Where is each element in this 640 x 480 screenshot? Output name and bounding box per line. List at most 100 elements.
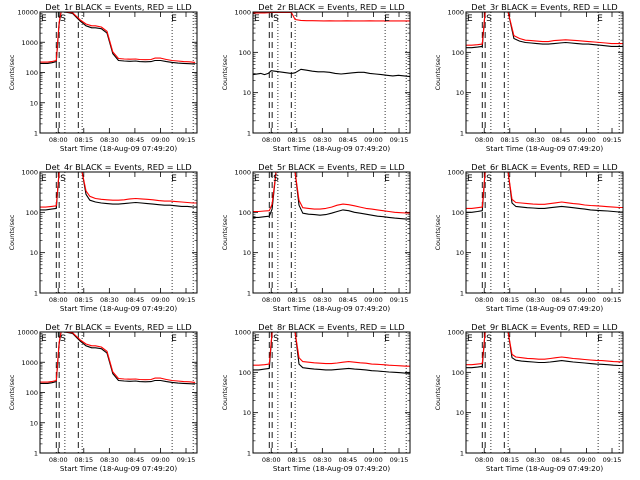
- plot-frame: [39, 331, 198, 454]
- chart-title: Det_4r BLACK = Events, RED = LLD: [45, 162, 191, 172]
- x-tick-label: 08:30: [100, 136, 119, 144]
- y-tick-label: 1: [34, 290, 38, 298]
- marker-s: S: [486, 334, 492, 344]
- x-tick-label: 08:15: [500, 296, 519, 304]
- x-tick-label: 08:00: [49, 296, 68, 304]
- x-tick-label: 09:15: [390, 136, 409, 144]
- y-tick-label: 100: [26, 209, 38, 217]
- marker-e: E: [254, 14, 260, 24]
- panel-8: Det_8r BLACK = Events, RED = LLD Counts/s…: [221, 322, 411, 473]
- x-axis-label: Start Time (18-Aug-09 07:49:20): [486, 144, 603, 153]
- x-tick-label: 08:00: [262, 456, 281, 464]
- x-tick-label: 08:45: [126, 136, 145, 144]
- x-tick-label: 09:00: [577, 136, 596, 144]
- chart-title: Det_2r BLACK = Events, RED = LLD: [258, 2, 404, 12]
- y-axis-label: Counts/sec: [8, 54, 16, 90]
- y-tick-label: 1: [247, 130, 251, 138]
- series-events-line: [252, 68, 411, 78]
- y-axis-label: Counts/sec: [8, 214, 16, 250]
- panel-2: Det_2r BLACK = Events, RED = LLD Counts/s…: [221, 2, 411, 153]
- plot-frame: [465, 171, 624, 294]
- marker-e: E: [467, 174, 473, 184]
- y-tick-label: 100: [26, 69, 38, 77]
- y-tick-label: 10: [456, 409, 464, 417]
- marker-e: E: [384, 174, 390, 184]
- x-tick-label: 08:15: [74, 456, 93, 464]
- y-tick-label: 1: [34, 130, 38, 138]
- x-tick-label: 08:15: [74, 296, 93, 304]
- marker-e: E: [41, 174, 47, 184]
- y-tick-label: 10000: [17, 9, 38, 17]
- marker-e: E: [597, 14, 603, 24]
- x-tick-label: 08:00: [475, 136, 494, 144]
- marker-e: E: [384, 334, 390, 344]
- x-tick-label: 08:30: [100, 296, 119, 304]
- marker-s: S: [273, 174, 279, 184]
- x-tick-label: 08:00: [475, 456, 494, 464]
- x-tick-label: 08:45: [552, 136, 571, 144]
- marker-s: S: [486, 14, 492, 24]
- y-tick-label: 1: [34, 450, 38, 458]
- marker-s: S: [486, 174, 492, 184]
- y-tick-label: 10: [243, 409, 251, 417]
- y-tick-label: 100: [26, 389, 38, 397]
- plot-frame: [252, 331, 411, 454]
- x-tick-label: 09:00: [364, 296, 383, 304]
- marker-e: E: [467, 14, 473, 24]
- plot-frame: [39, 11, 198, 134]
- x-tick-label: 09:00: [151, 136, 170, 144]
- chart-title: Det_3r BLACK = Events, RED = LLD: [471, 2, 617, 12]
- marker-e: E: [171, 14, 177, 24]
- marker-s: S: [60, 174, 66, 184]
- x-tick-label: 08:30: [313, 136, 332, 144]
- panel-1: Det_1r BLACK = Events, RED = LLD Counts/s…: [8, 2, 198, 153]
- x-axis-label: Start Time (18-Aug-09 07:49:20): [486, 304, 603, 313]
- chart-title: Det_6r BLACK = Events, RED = LLD: [471, 162, 617, 172]
- plot-frame: [39, 171, 198, 294]
- x-tick-label: 08:00: [262, 136, 281, 144]
- plot-frame: [465, 11, 624, 134]
- x-tick-label: 09:15: [177, 456, 196, 464]
- series-lld-line: [40, 11, 196, 63]
- panel-9: Det_9r BLACK = Events, RED = LLD Counts/s…: [434, 322, 624, 473]
- y-tick-label: 100: [239, 209, 251, 217]
- y-tick-label: 10: [456, 89, 464, 97]
- y-tick-label: 100: [452, 49, 464, 57]
- x-tick-label: 08:45: [126, 296, 145, 304]
- x-tick-label: 08:30: [526, 136, 545, 144]
- x-tick-label: 09:15: [177, 136, 196, 144]
- x-tick-label: 09:00: [151, 296, 170, 304]
- marker-s: S: [60, 14, 66, 24]
- x-tick-label: 08:15: [287, 456, 306, 464]
- panel-3: Det_3r BLACK = Events, RED = LLD Counts/s…: [434, 2, 624, 153]
- y-tick-label: 100: [239, 49, 251, 57]
- y-tick-label: 1000: [234, 329, 251, 337]
- x-tick-label: 09:00: [577, 456, 596, 464]
- marker-e: E: [41, 334, 47, 344]
- x-tick-label: 08:45: [339, 136, 358, 144]
- x-axis-label: Start Time (18-Aug-09 07:49:20): [273, 464, 390, 473]
- y-tick-label: 100: [452, 209, 464, 217]
- x-tick-label: 09:15: [390, 456, 409, 464]
- x-tick-label: 08:45: [552, 456, 571, 464]
- x-axis-label: Start Time (18-Aug-09 07:49:20): [486, 464, 603, 473]
- y-tick-label: 1000: [234, 9, 251, 17]
- y-tick-label: 1: [460, 450, 464, 458]
- marker-s: S: [273, 14, 279, 24]
- x-tick-label: 09:00: [364, 136, 383, 144]
- panel-7: Det_7r BLACK = Events, RED = LLD Counts/s…: [8, 322, 198, 473]
- y-axis-label: Counts/sec: [434, 214, 442, 250]
- y-tick-label: 10: [456, 249, 464, 257]
- x-tick-label: 09:15: [603, 136, 622, 144]
- y-axis-label: Counts/sec: [434, 54, 442, 90]
- x-tick-label: 08:00: [49, 456, 68, 464]
- chart-title: Det_8r BLACK = Events, RED = LLD: [258, 322, 404, 332]
- x-tick-label: 08:45: [126, 456, 145, 464]
- y-axis-label: Counts/sec: [221, 214, 229, 250]
- y-axis-label: Counts/sec: [8, 374, 16, 410]
- marker-s: S: [273, 334, 279, 344]
- y-tick-label: 10000: [17, 329, 38, 337]
- marker-e: E: [467, 334, 473, 344]
- x-axis-label: Start Time (18-Aug-09 07:49:20): [273, 304, 390, 313]
- x-axis-label: Start Time (18-Aug-09 07:49:20): [60, 464, 177, 473]
